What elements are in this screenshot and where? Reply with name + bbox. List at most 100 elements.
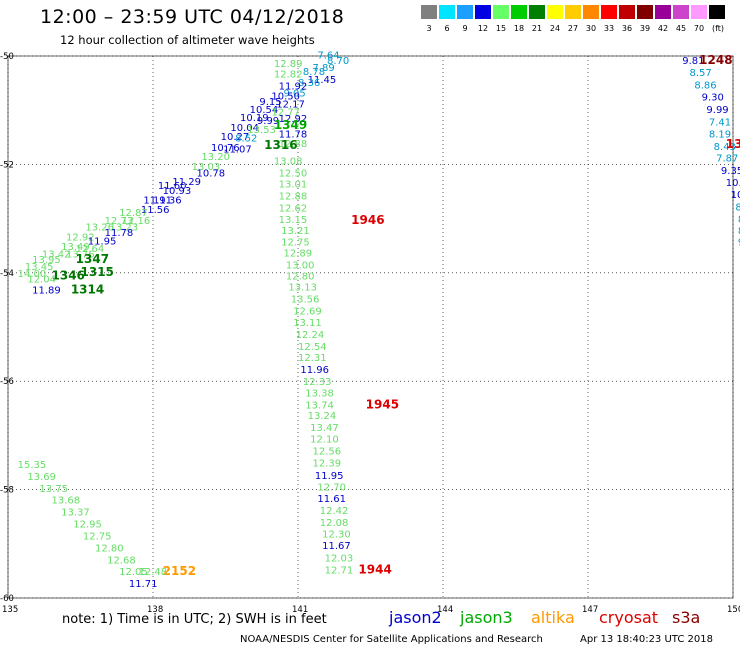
swh-value-label: 8.78	[303, 67, 325, 78]
swh-value-label: 12.33	[303, 377, 332, 388]
swh-value-label: 8.52	[235, 134, 257, 145]
pass-time-label: 1347	[76, 252, 109, 266]
swh-value-label: 12.48	[139, 567, 168, 578]
swh-value-label: 7.87	[716, 154, 738, 165]
swh-value-label: 9.05	[284, 89, 306, 100]
swh-value-label: 13.42	[42, 250, 71, 261]
swh-value-label: 15.35	[18, 460, 47, 471]
swh-value-label: 13.01	[279, 180, 308, 191]
swh-value-label: 12.31	[298, 353, 327, 364]
swh-value-label: 13.45	[25, 262, 54, 273]
swh-value-label: 13.56	[291, 295, 320, 306]
swh-value-label: 11.78	[105, 228, 134, 239]
swh-value-label: 12.05	[119, 567, 148, 578]
swh-value-label: 13.95	[32, 255, 61, 266]
pass-time-label: 2152	[163, 564, 196, 578]
swh-value-label: 12.73	[105, 216, 134, 227]
swh-value-label: 8.53	[735, 202, 740, 213]
swh-value-label: 11.96	[300, 365, 329, 376]
swh-value-label: 13.24	[308, 411, 337, 422]
lon-tick-label: 144	[437, 605, 453, 615]
lat-tick-label: -60	[0, 594, 14, 604]
swh-value-label: 11.78	[279, 129, 308, 140]
swh-value-label: 10.54	[250, 105, 279, 116]
swh-value-label: 13.26	[85, 223, 114, 234]
pass-time-label: 13	[726, 137, 740, 151]
legend-swatch	[583, 5, 599, 19]
swh-value-label: 11.56	[141, 205, 170, 216]
swh-value-label: 8.19	[709, 129, 731, 140]
swh-value-label: 13.08	[274, 156, 303, 167]
swh-value-label: 12.89	[274, 59, 303, 70]
swh-value-label: 9.15	[259, 97, 281, 108]
swh-value-label: 8.86	[694, 81, 716, 92]
lon-tick-label: 147	[582, 605, 598, 615]
swh-value-label: 12.70	[317, 483, 346, 494]
swh-value-label: 9.99	[706, 105, 728, 116]
swh-value-label: 11.95	[88, 237, 117, 248]
legend-label: 24	[549, 24, 561, 33]
swh-value-label: 12.75	[281, 238, 310, 249]
legend-label: 3	[426, 24, 432, 33]
swh-value-label: 11.61	[317, 494, 346, 505]
swh-value-label: 13.37	[61, 508, 90, 519]
swh-value-label: 10.93	[163, 186, 192, 197]
satellite-s3a: s3a	[672, 608, 701, 627]
swh-value-label: 12.56	[313, 446, 342, 457]
swh-value-label: 13.03	[192, 162, 221, 173]
swh-value-label: 11.36	[153, 195, 182, 206]
swh-value-label: 9	[738, 238, 740, 249]
swh-value-label: 11.29	[172, 177, 201, 188]
satellite-altika: altika	[531, 608, 575, 627]
swh-value-label: 12.04	[27, 275, 56, 286]
lat-tick-label: -58	[0, 486, 14, 496]
swh-value-label: 12.88	[279, 192, 308, 203]
swh-value-label: 14.00	[18, 269, 47, 280]
swh-value-label: 12.54	[298, 342, 327, 353]
swh-value-label: 11.89	[32, 285, 61, 296]
swh-value-label: 11.67	[322, 541, 351, 552]
swh-value-label: 8.43	[714, 142, 736, 153]
swh-value-label: 12.17	[276, 99, 305, 110]
swh-value-label: 8.3	[738, 214, 740, 225]
legend-swatch	[565, 5, 581, 19]
swh-value-label: 12.92	[66, 232, 95, 243]
swh-value-label: 12.75	[83, 531, 112, 542]
legend-label: 21	[531, 24, 543, 33]
legend-swatch	[673, 5, 689, 19]
pass-time-label: 1945	[366, 397, 399, 411]
lat-tick-label: -54	[0, 269, 14, 279]
swh-value-label: 11.07	[223, 144, 252, 155]
satellite-jason2: jason2	[389, 608, 442, 627]
swh-value-label: 12.03	[325, 554, 354, 565]
satellite-cryosat: cryosat	[599, 608, 659, 627]
swh-value-label: 10.19	[240, 113, 269, 124]
legend-swatch	[511, 5, 527, 19]
swh-value-label: 10.04	[230, 123, 259, 134]
swh-value-label: 8.36	[298, 78, 320, 89]
pass-time-label: 1349	[274, 118, 307, 132]
legend-swatch	[475, 5, 491, 19]
swh-value-label: 11.92	[279, 82, 308, 93]
swh-value-label: 13.68	[52, 496, 81, 507]
satellite-jason3: jason3	[460, 608, 513, 627]
swh-value-label: 13.15	[279, 215, 308, 226]
legend-swatch	[601, 5, 617, 19]
swh-value-label: 10.50	[271, 91, 300, 102]
legend-label: 18	[513, 24, 525, 33]
swh-value-label: 10.27	[221, 132, 250, 143]
swh-value-label: 12.89	[284, 249, 313, 260]
swh-value-label: 12.16	[122, 216, 151, 227]
legend-label: 15	[495, 24, 507, 33]
swh-value-label: 12.50	[279, 168, 308, 179]
swh-value-label: 13.21	[281, 226, 310, 237]
swh-value-label: 13.00	[286, 260, 315, 271]
swh-value-label: 13.53	[247, 125, 276, 136]
legend-label: 9	[462, 24, 468, 33]
legend-label: 42	[657, 24, 669, 33]
swh-value-label: 13.75	[39, 484, 68, 495]
legend-swatch	[439, 5, 455, 19]
legend-label: 33	[603, 24, 615, 33]
pass-time-label: 1315	[81, 265, 114, 279]
